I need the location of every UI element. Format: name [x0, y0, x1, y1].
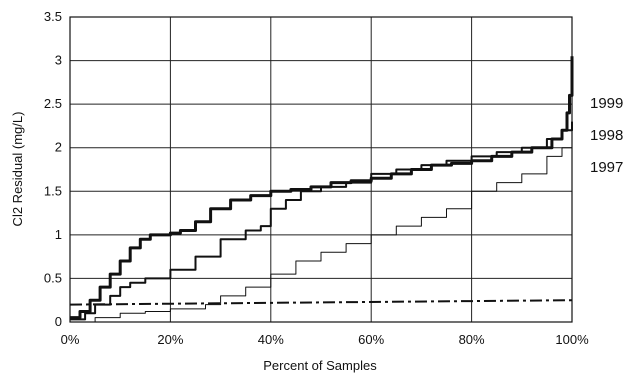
series-label-1999: 1999: [590, 95, 623, 112]
y-tick-label: 0.5: [44, 270, 62, 285]
series-line-dash-dot: [69, 299, 573, 306]
y-tick-label: 1: [55, 227, 62, 242]
y-tick-label: 0: [55, 314, 62, 329]
series-label-1997: 1997: [590, 159, 623, 176]
x-tick-label: 20%: [157, 332, 183, 347]
y-tick-label: 2: [55, 140, 62, 155]
x-tick-label: 60%: [358, 332, 384, 347]
series-group: [69, 56, 574, 323]
x-axis-title: Percent of Samples: [263, 358, 377, 373]
y-tick-label: 1.5: [44, 183, 62, 198]
x-tick-label: 100%: [555, 332, 589, 347]
x-tick-label: 0%: [61, 332, 80, 347]
plot-frame: [69, 16, 573, 323]
y-tick-label: 3: [55, 53, 62, 68]
y-axis-ticks: 0 0.5 1 1.5 2 2.5 3 3.5: [44, 9, 62, 329]
y-tick-label: 2.5: [44, 96, 62, 111]
grid: [69, 16, 573, 323]
series-label-1998: 1998: [590, 127, 623, 144]
series-labels: 1999 1998 1997: [590, 95, 623, 176]
x-tick-label: 80%: [459, 332, 485, 347]
series-line-1998: [70, 121, 573, 321]
y-axis-title: Cl2 Residual (mg/L): [10, 112, 25, 227]
x-tick-label: 40%: [258, 332, 284, 347]
y-tick-label: 3.5: [44, 9, 62, 24]
series-line-1997: [70, 139, 573, 323]
series-line-1999: [70, 56, 574, 320]
x-axis-ticks: 0% 20% 40% 60% 80% 100%: [61, 332, 589, 347]
